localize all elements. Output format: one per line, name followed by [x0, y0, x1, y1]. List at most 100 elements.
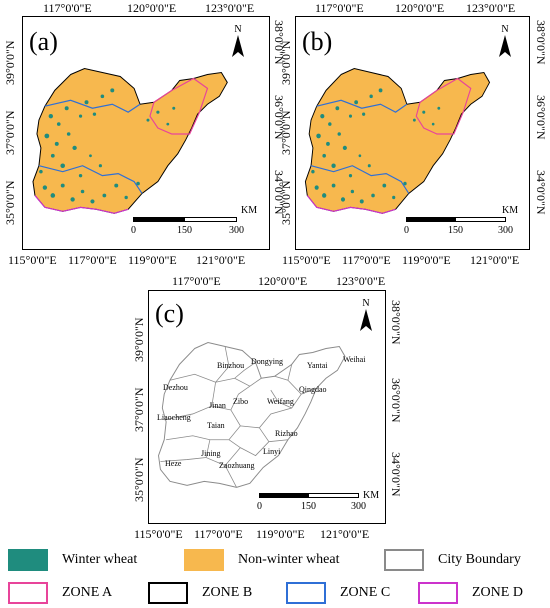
city-label-liaocheng: Liaocheng [157, 413, 191, 422]
legend-swatch-winter-wheat [8, 549, 48, 571]
map-panel-a: (a) N KM 0 150 300 [22, 16, 270, 250]
scale-tick-2-c: 300 [351, 501, 366, 512]
right-coord-c-1: 36°0'0"N [389, 378, 403, 423]
legend-item-non-winter-wheat: Non-winter wheat [184, 549, 339, 571]
city-label-jining: Jining [201, 449, 221, 458]
left-coord-b-1: 37°0'0"N [279, 110, 293, 155]
city-label-qingdao: Qingdao [299, 385, 327, 394]
top-coord-a-0: 117°0'0"E [43, 1, 92, 15]
left-coord-b-2: 35°0'0"N [279, 180, 293, 225]
left-coord-c-0: 39°0'0"N [132, 317, 146, 362]
right-coord-b-2: 34°0'0"N [534, 170, 548, 215]
wheat-texture-b [311, 88, 441, 204]
scale-bar-graphic-c [259, 493, 359, 498]
legend-label-zone-c: ZONE C [340, 585, 391, 600]
city-label-dongying: Dongying [251, 357, 283, 366]
scale-unit-c: KM [363, 490, 380, 501]
legend-label-zone-a: ZONE A [62, 585, 113, 600]
city-label-heze: Heze [165, 459, 182, 468]
scale-tick-2-a: 300 [229, 225, 244, 236]
left-coord-c-2: 35°0'0"N [132, 457, 146, 502]
map-panel-c: (c) N Binzhou Dongying Yantai Weihai Dez… [148, 290, 386, 524]
top-coord-c-2: 123°0'0"E [336, 274, 386, 288]
zone-a-boundary-b [415, 77, 472, 135]
legend-item-zone-b: ZONE B [148, 582, 252, 604]
legend-item-winter-wheat: Winter wheat [8, 549, 137, 571]
zone-d-boundary-a [34, 195, 129, 214]
city-label-weifang: Weifang [267, 397, 294, 406]
north-arrow-icon-b [499, 35, 511, 57]
north-label-b: N [501, 24, 509, 35]
bottom-coord-c-3: 121°0'0"E [320, 527, 370, 541]
zone-a-boundary-a [149, 77, 209, 135]
left-coord-c-1: 37°0'0"N [132, 387, 146, 432]
panel-label-b: (b) [302, 27, 333, 56]
wheat-texture-a [39, 88, 176, 204]
left-coord-b-0: 39°0'0"N [279, 40, 293, 85]
bottom-coord-c-0: 115°0'0"E [134, 527, 183, 541]
bottom-coord-c-2: 119°0'0"E [256, 527, 305, 541]
city-label-zibo: Zibo [233, 397, 249, 406]
bottom-coord-c-1: 117°0'0"E [194, 527, 243, 541]
top-coord-b-2: 123°0'0"E [466, 1, 516, 15]
map-panel-b: (b) N KM 0 150 300 [295, 16, 530, 250]
right-coord-c-2: 34°0'0"N [389, 452, 403, 497]
scale-tick-1-a: 150 [177, 225, 192, 236]
map-b-svg [304, 68, 491, 214]
bottom-coord-b-0: 115°0'0"E [282, 253, 331, 267]
top-coord-b-1: 120°0'0"E [395, 1, 445, 15]
north-arrow-icon-c [360, 309, 372, 331]
zone-c-boundary-a [38, 99, 143, 194]
province-shape-b [304, 68, 491, 214]
zone-c-boundary-b [310, 99, 410, 194]
scale-tick-1-c: 150 [301, 501, 316, 512]
scale-tick-1-b: 150 [448, 225, 463, 236]
scale-tick-0-a: 0 [131, 225, 136, 236]
bottom-coord-a-1: 117°0'0"E [68, 253, 117, 267]
legend-label-zone-b: ZONE B [202, 585, 253, 600]
north-arrow-c: N [359, 299, 373, 334]
city-label-dezhou: Dezhou [163, 383, 188, 392]
legend-label-city-boundary: City Boundary [438, 552, 521, 567]
legend-swatch-zone-c [286, 582, 326, 604]
north-label-a: N [234, 24, 242, 35]
right-coord-c-0: 38°0'0"N [389, 300, 403, 345]
city-label-weihai: Weihai [343, 355, 366, 364]
legend-swatch-zone-a [8, 582, 48, 604]
legend-item-zone-d: ZONE D [418, 582, 523, 604]
bottom-coord-b-1: 117°0'0"E [342, 253, 391, 267]
bottom-coord-a-3: 121°0'0"E [196, 253, 246, 267]
north-arrow-a: N [231, 25, 245, 60]
left-coord-a-0: 39°0'0"N [3, 40, 17, 85]
bottom-coord-b-3: 121°0'0"E [470, 253, 520, 267]
legend-swatch-zone-d [418, 582, 458, 604]
city-label-binzhou: Binzhou [217, 361, 245, 370]
scale-unit-a: KM [241, 205, 258, 216]
zone-d-boundary-b [306, 195, 396, 214]
top-coord-a-2: 123°0'0"E [205, 1, 255, 15]
city-label-linyi: Linyi [263, 447, 281, 456]
top-coord-b-0: 117°0'0"E [315, 1, 364, 15]
scale-tick-0-b: 0 [404, 225, 409, 236]
north-label-c: N [362, 298, 370, 309]
province-shape-a [32, 68, 228, 214]
legend-item-city-boundary: City Boundary [384, 549, 521, 571]
bottom-coord-a-2: 119°0'0"E [128, 253, 177, 267]
left-coord-a-2: 35°0'0"N [3, 180, 17, 225]
north-arrow-b: N [498, 25, 512, 60]
scale-bar-graphic-a [133, 217, 237, 222]
scale-tick-0-c: 0 [257, 501, 262, 512]
panel-label-c: (c) [155, 299, 184, 328]
map-c-svg [158, 342, 346, 488]
right-coord-b-1: 36°0'0"N [534, 95, 548, 140]
panel-label-a: (a) [29, 27, 58, 56]
legend-swatch-zone-b [148, 582, 188, 604]
north-arrow-icon-a [232, 35, 244, 57]
scale-bar-graphic-b [406, 217, 506, 222]
city-label-taian: Taian [207, 421, 225, 430]
scale-tick-2-b: 300 [498, 225, 513, 236]
legend-item-zone-a: ZONE A [8, 582, 112, 604]
city-boundaries-c [160, 346, 317, 488]
bottom-coord-b-2: 119°0'0"E [402, 253, 451, 267]
top-coord-c-0: 117°0'0"E [172, 274, 221, 288]
